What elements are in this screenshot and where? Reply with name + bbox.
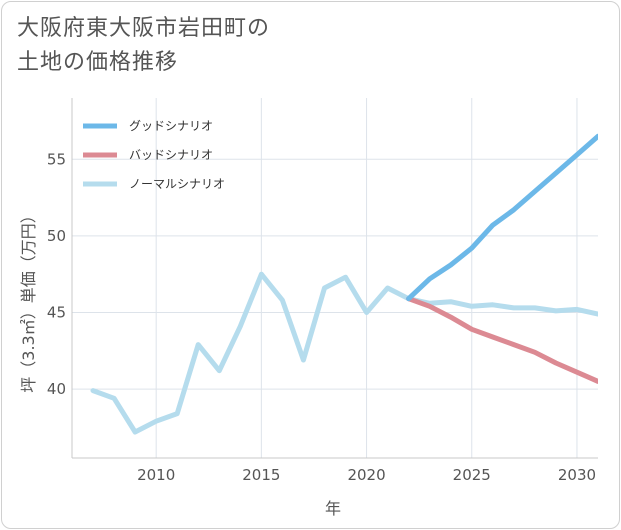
series-layer: [90, 133, 598, 435]
series-line-1: [406, 296, 598, 384]
x-tick-label: 2020: [347, 466, 385, 484]
y-tick-label: 45: [47, 303, 66, 321]
x-tick-label: 2015: [242, 466, 280, 484]
y-tick-label: 50: [47, 227, 66, 245]
legend-label-2: ノーマルシナリオ: [129, 177, 225, 191]
legend-label-0: グッドシナリオ: [129, 119, 213, 133]
series-line-0: [406, 133, 598, 302]
tick-labels: 2010 2015 2020 2025 2030 40 45 50 55: [47, 150, 596, 484]
y-axis-title: 坪（3.3㎡）単価（万円）: [19, 207, 38, 392]
x-axis-title: 年: [325, 499, 341, 518]
legend-label-1: バッドシナリオ: [129, 148, 213, 162]
axes: [71, 98, 598, 459]
title-line-2: 土地の価格推移: [17, 50, 179, 75]
x-tick-label: 2030: [558, 466, 596, 484]
title-line-1: 大阪府東大阪市岩田町の: [17, 16, 271, 41]
x-tick-label: 2010: [137, 466, 175, 484]
grid-lines: [72, 98, 598, 458]
x-tick-label: 2025: [453, 466, 491, 484]
y-tick-label: 55: [47, 150, 66, 168]
chart-title: 大阪府東大阪市岩田町の 土地の価格推移: [17, 12, 437, 80]
series-line-2: [90, 271, 598, 435]
y-tick-label: 40: [47, 380, 66, 398]
